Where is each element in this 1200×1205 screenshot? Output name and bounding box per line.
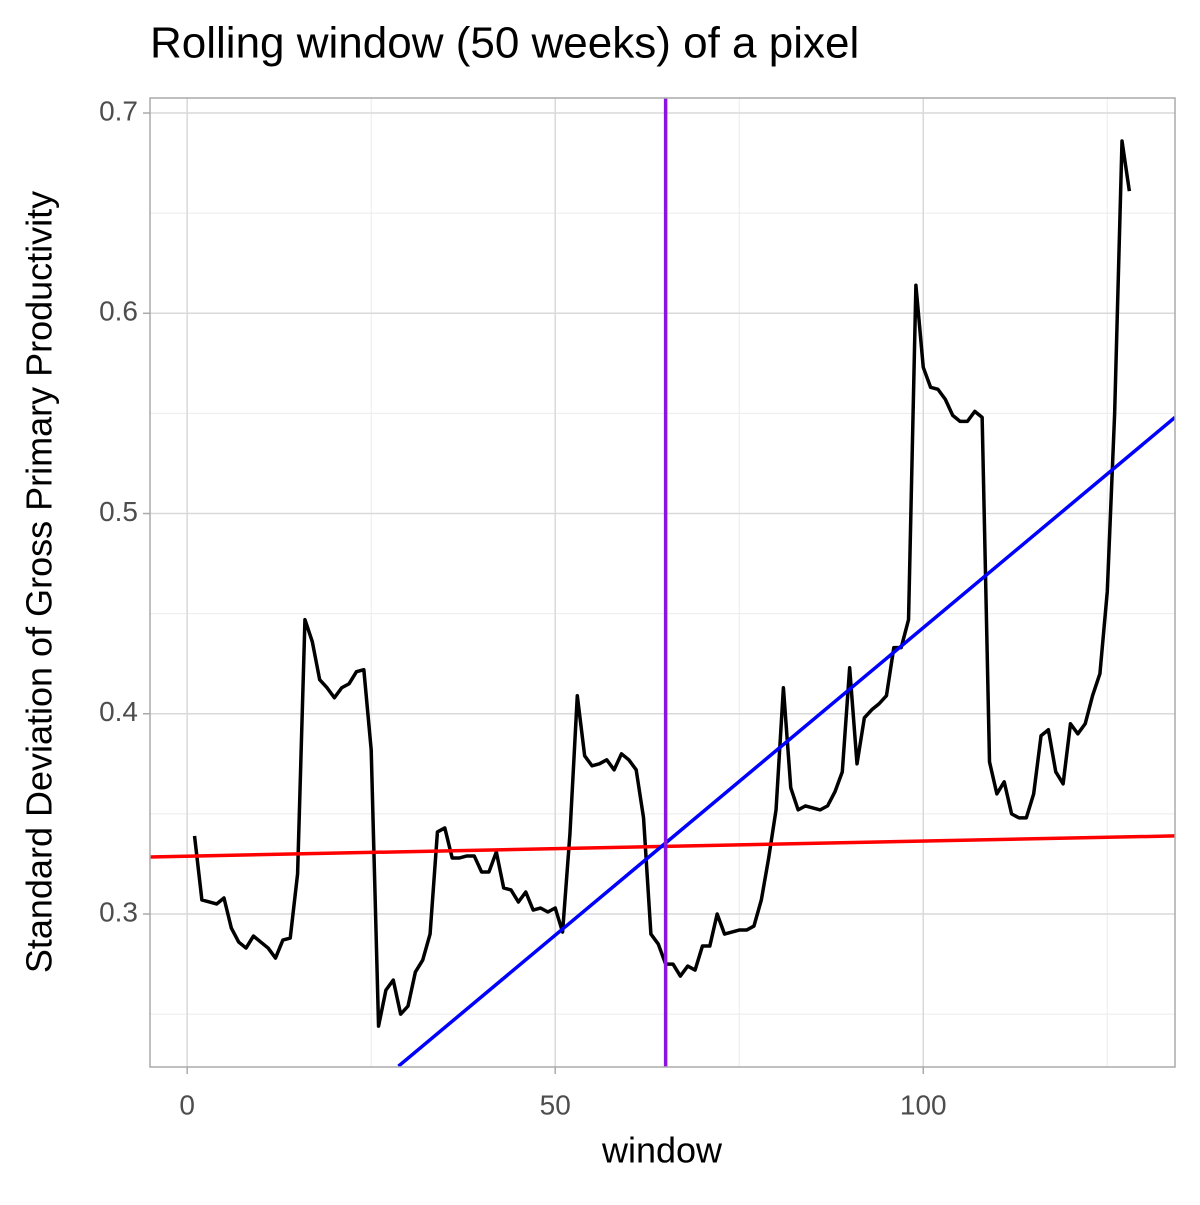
y-tick-label: 0.6 <box>99 296 138 327</box>
x-tick-label: 0 <box>179 1089 195 1120</box>
y-tick-label: 0.4 <box>99 696 138 727</box>
x-tick-label: 100 <box>900 1089 947 1120</box>
y-tick-label: 0.7 <box>99 95 138 126</box>
y-tick-label: 0.3 <box>99 896 138 927</box>
chart-title: Rolling window (50 weeks) of a pixel <box>150 19 859 68</box>
x-axis-label: window <box>601 1130 723 1171</box>
y-axis-label: Standard Deviation of Gross Primary Prod… <box>19 191 60 973</box>
x-tick-label: 50 <box>540 1089 571 1120</box>
y-tick-label: 0.5 <box>99 496 138 527</box>
plot-border <box>149 97 1176 1068</box>
trend-line <box>397 416 1175 1067</box>
data-line <box>192 139 1132 1028</box>
